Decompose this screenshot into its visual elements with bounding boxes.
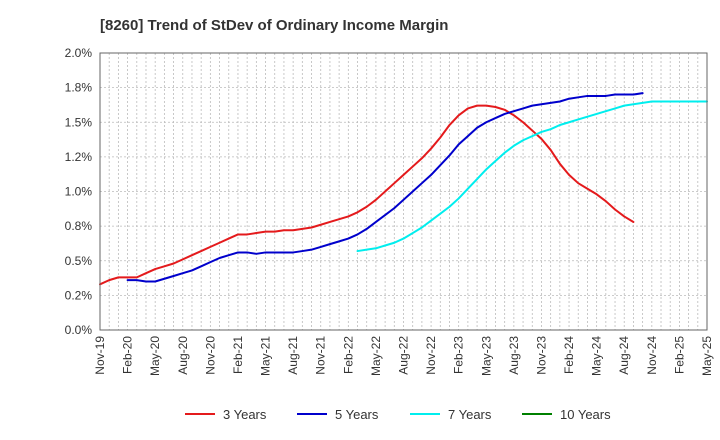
y-tick-labels: 0.0% 0.2% 0.5% 0.8% 1.0% 1.2% 1.5% 1.8% 2.0% xyxy=(65,46,93,337)
x-tick-label: Nov-22 xyxy=(424,336,438,375)
axes xyxy=(99,52,708,331)
x-tick-label: Feb-25 xyxy=(672,336,686,374)
series-line-3-years xyxy=(99,104,635,286)
y-tick-label: 0.5% xyxy=(65,254,93,268)
legend-label: 5 Years xyxy=(335,407,379,422)
x-tick-label: Aug-21 xyxy=(286,336,300,375)
chart-title: [8260] Trend of StDev of Ordinary Income… xyxy=(100,17,448,34)
y-tick-label: 0.8% xyxy=(65,219,93,233)
x-tick-label: Aug-20 xyxy=(176,336,190,375)
x-tick-label: Nov-23 xyxy=(534,336,548,375)
legend-label: 3 Years xyxy=(223,407,267,422)
plot-frame xyxy=(99,52,708,331)
x-tick-label: May-22 xyxy=(369,336,383,376)
x-tick-labels: Nov-19 Feb-20 May-20 Aug-20 Nov-20 Feb-21 May-… xyxy=(93,336,714,376)
x-tick-label: Nov-20 xyxy=(203,336,217,375)
x-tick-label: Nov-21 xyxy=(314,336,328,375)
x-tick-label: Feb-24 xyxy=(562,336,576,374)
legend-label: 10 Years xyxy=(560,407,611,422)
x-tick-label: Nov-24 xyxy=(645,336,659,375)
x-tick-label: Feb-22 xyxy=(341,336,355,374)
y-tick-label: 1.8% xyxy=(65,81,93,95)
x-tick-label: Aug-22 xyxy=(397,336,411,375)
legend: 3 Years 5 Years 7 Years 10 Years xyxy=(185,407,611,422)
y-tick-label: 1.0% xyxy=(65,185,93,199)
x-tick-label: May-21 xyxy=(259,336,273,376)
x-tick-label: Aug-23 xyxy=(507,336,521,375)
plot-lines xyxy=(99,92,708,286)
legend-label: 7 Years xyxy=(448,407,492,422)
x-tick-label: Feb-20 xyxy=(121,336,135,374)
x-tick-label: Feb-21 xyxy=(231,336,245,374)
y-tick-label: 1.5% xyxy=(65,115,93,129)
x-tick-label: May-25 xyxy=(700,336,714,376)
y-tick-label: 0.2% xyxy=(65,288,93,302)
x-tick-label: May-23 xyxy=(479,336,493,376)
series-line-7-years xyxy=(356,100,708,253)
x-tick-label: May-20 xyxy=(148,336,162,376)
series-line-5-years xyxy=(126,92,644,283)
y-tick-label: 0.0% xyxy=(65,323,93,337)
x-tick-label: May-24 xyxy=(590,336,604,376)
x-tick-label: Feb-23 xyxy=(452,336,466,374)
y-tick-label: 1.2% xyxy=(65,150,93,164)
x-tick-label: Nov-19 xyxy=(93,336,107,375)
x-tick-label: Aug-24 xyxy=(617,336,631,375)
y-tick-label: 2.0% xyxy=(65,46,93,60)
